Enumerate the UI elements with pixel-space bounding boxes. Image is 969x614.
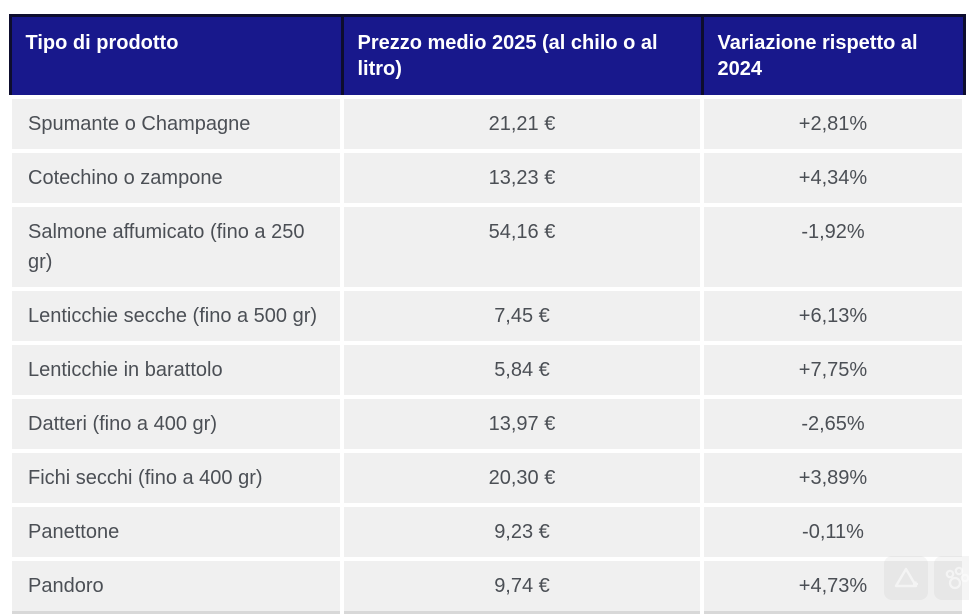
- triangle-plus-icon: [884, 556, 928, 600]
- price-cell: 13,97 €: [340, 395, 704, 453]
- product-cell: Salmone affumicato (fino a 250 gr): [8, 203, 344, 291]
- product-cell: Cotechino o zampone: [8, 149, 344, 207]
- product-cell: Panettone: [8, 503, 344, 561]
- variation-cell: -1,92%: [700, 203, 966, 291]
- column-header-variation: Variazione rispetto al 2024: [700, 14, 966, 99]
- header-row: Tipo di prodotto Prezzo medio 2025 (al c…: [8, 14, 966, 99]
- table-row: Datteri (fino a 400 gr) 13,97 € -2,65%: [8, 395, 966, 453]
- price-cell: 21,21 €: [340, 95, 704, 153]
- price-cell: 5,84 €: [340, 341, 704, 399]
- product-cell: Datteri (fino a 400 gr): [8, 395, 344, 453]
- table-row: Fichi secchi (fino a 400 gr) 20,30 € +3,…: [8, 449, 966, 507]
- paw-icon: [934, 556, 969, 600]
- table-body: Spumante o Champagne 21,21 € +2,81% Cote…: [8, 95, 966, 614]
- price-cell: 9,74 €: [340, 557, 704, 614]
- table-header: Tipo di prodotto Prezzo medio 2025 (al c…: [8, 14, 966, 99]
- variation-cell: +4,34%: [700, 149, 966, 207]
- table-row: Pandoro 9,74 € +4,73%: [8, 557, 966, 614]
- price-cell: 7,45 €: [340, 287, 704, 345]
- column-header-product: Tipo di prodotto: [8, 14, 344, 99]
- table-row: Salmone affumicato (fino a 250 gr) 54,16…: [8, 203, 966, 291]
- price-cell: 54,16 €: [340, 203, 704, 291]
- variation-cell: +7,75%: [700, 341, 966, 399]
- price-table-container: Tipo di prodotto Prezzo medio 2025 (al c…: [8, 14, 966, 614]
- column-header-price: Prezzo medio 2025 (al chilo o al litro): [340, 14, 704, 99]
- product-cell: Lenticchie in barattolo: [8, 341, 344, 399]
- product-cell: Fichi secchi (fino a 400 gr): [8, 449, 344, 507]
- variation-cell: +6,13%: [700, 287, 966, 345]
- watermark: [884, 556, 969, 600]
- product-cell: Pandoro: [8, 557, 344, 614]
- price-cell: 20,30 €: [340, 449, 704, 507]
- table-row: Cotechino o zampone 13,23 € +4,34%: [8, 149, 966, 207]
- price-table: Tipo di prodotto Prezzo medio 2025 (al c…: [8, 14, 966, 614]
- table-row: Lenticchie secche (fino a 500 gr) 7,45 €…: [8, 287, 966, 345]
- product-cell: Spumante o Champagne: [8, 95, 344, 153]
- table-row: Spumante o Champagne 21,21 € +2,81%: [8, 95, 966, 153]
- variation-cell: -2,65%: [700, 395, 966, 453]
- variation-cell: +3,89%: [700, 449, 966, 507]
- variation-cell: +2,81%: [700, 95, 966, 153]
- variation-cell: -0,11%: [700, 503, 966, 561]
- price-cell: 13,23 €: [340, 149, 704, 207]
- price-cell: 9,23 €: [340, 503, 704, 561]
- table-row: Panettone 9,23 € -0,11%: [8, 503, 966, 561]
- table-row: Lenticchie in barattolo 5,84 € +7,75%: [8, 341, 966, 399]
- variation-cell: +4,73%: [700, 557, 966, 614]
- product-cell: Lenticchie secche (fino a 500 gr): [8, 287, 344, 345]
